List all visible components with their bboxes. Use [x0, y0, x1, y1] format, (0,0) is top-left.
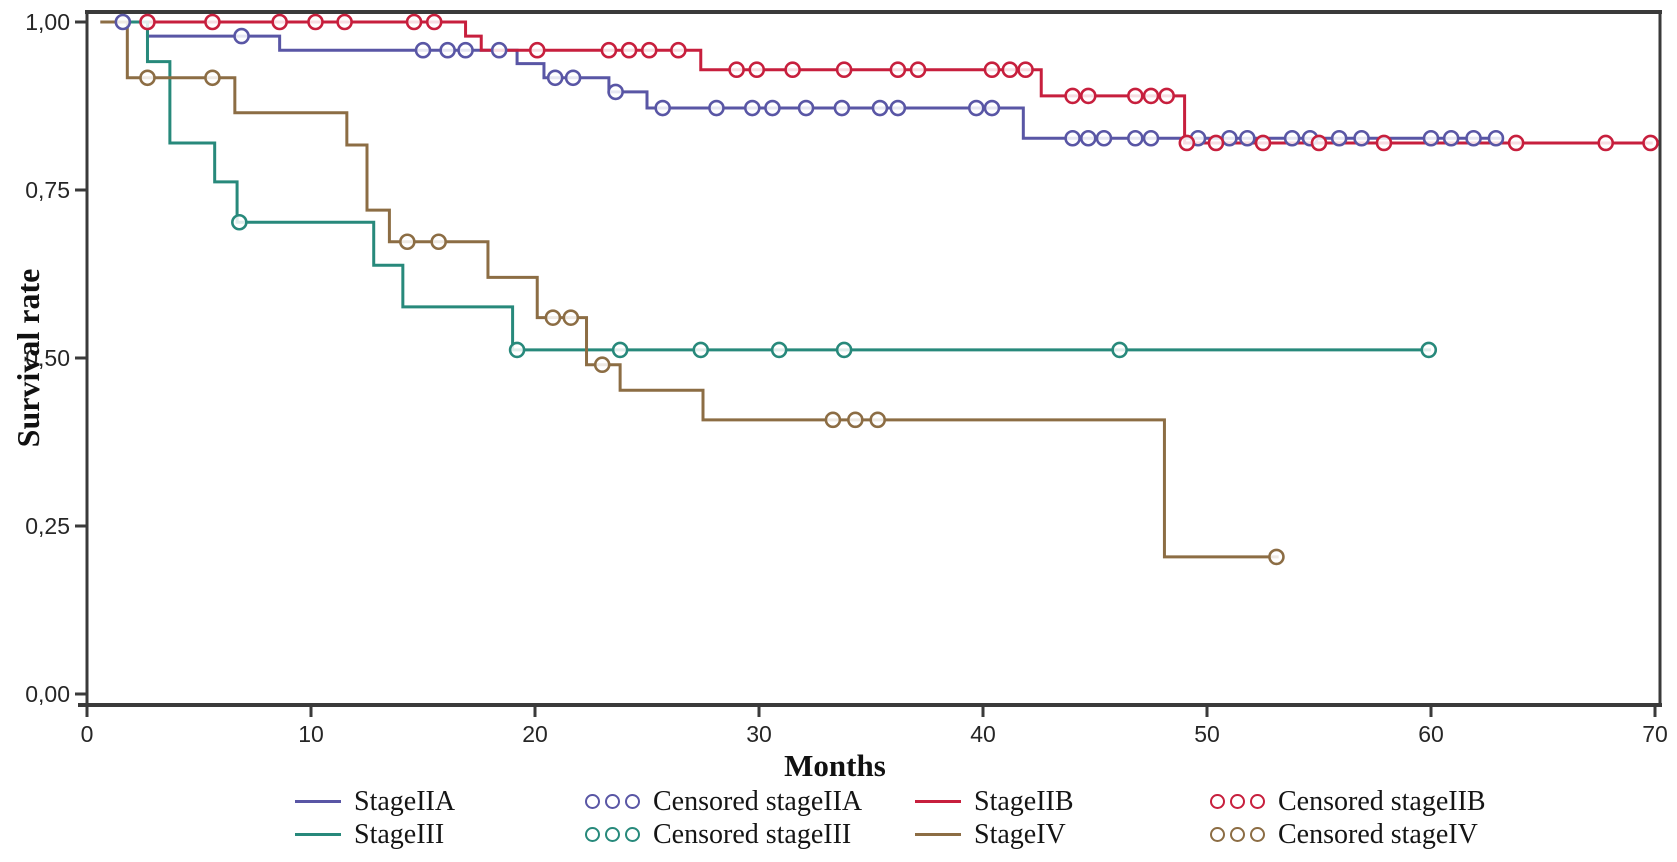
- y-tick-label: 1,00: [25, 9, 70, 35]
- x-tick-label: 30: [746, 721, 772, 747]
- censor-circle-icon: [1230, 827, 1245, 842]
- censor-circle-icon: [1250, 827, 1265, 842]
- legend-item-label: StageIIB: [974, 785, 1074, 817]
- x-tick-label: 20: [522, 721, 548, 747]
- censor-circle-icon: [585, 794, 600, 809]
- legend-item-label: Censored stageIIA: [653, 785, 863, 817]
- legend-line-swatch: [915, 800, 961, 803]
- legend-item-label: StageIIA: [354, 785, 456, 817]
- censor-circle-icon: [605, 794, 620, 809]
- legend-circles-swatch: [1210, 794, 1265, 809]
- legend-item-label: Censored stageIV: [1278, 818, 1478, 850]
- legend-item-label: Censored stageIIB: [1278, 785, 1486, 817]
- censor-markers-stageiia: [114, 13, 1505, 147]
- legend-circles-swatch: [1210, 827, 1265, 842]
- legend-item-censored-stageiv: Censored stageIV: [1210, 818, 1590, 851]
- series-line-stageiib: [100, 20, 1653, 145]
- plot-frame: [78, 10, 1662, 707]
- legend-item-stageiii: StageIII: [295, 818, 585, 851]
- legend-item-stageiib: StageIIB: [915, 785, 1210, 818]
- x-tick-label: 70: [1642, 721, 1668, 747]
- censor-circle-icon: [1250, 794, 1265, 809]
- y-axis-title: Survival rate: [10, 268, 46, 448]
- censor-circle-icon: [625, 827, 640, 842]
- censor-markers-stageiii: [231, 213, 1438, 359]
- x-tick-label: 40: [970, 721, 996, 747]
- censor-circle-icon: [1230, 794, 1245, 809]
- legend-item-stageiia: StageIIA: [295, 785, 585, 818]
- axis-ticks: 0 10 20 30 40 50 60 70 1,00 0,75 0,50 0,25 0,00: [25, 9, 1668, 747]
- legend-item-censored-stageiib: Censored stageIIB: [1210, 785, 1590, 818]
- legend-line-swatch: [915, 833, 961, 836]
- censor-circle-icon: [625, 794, 640, 809]
- x-tick-label: 0: [81, 721, 94, 747]
- chart-legend: StageIIA Censored stageIIA StageIIB Censore…: [295, 785, 1590, 851]
- legend-item-label: StageIV: [974, 818, 1066, 850]
- legend-item-censored-stageiia: Censored stageIIA: [585, 785, 915, 818]
- y-tick-label: 0,00: [25, 681, 70, 707]
- legend-item-stageiv: StageIV: [915, 818, 1210, 851]
- legend-line-swatch: [295, 800, 341, 803]
- series-line-stageiii: [100, 20, 1431, 352]
- x-axis-title: Months: [784, 748, 886, 783]
- censor-circle-icon: [605, 827, 620, 842]
- x-tick-label: 50: [1194, 721, 1220, 747]
- censor-markers-stageiib: [139, 13, 1659, 152]
- censor-markers-stageiv: [139, 69, 1285, 566]
- legend-circles-swatch: [585, 794, 640, 809]
- y-tick-label: 0,75: [25, 177, 70, 203]
- censor-circle-icon: [1210, 794, 1225, 809]
- legend-item-label: StageIII: [354, 818, 445, 850]
- legend-item-censored-stageiii: Censored stageIII: [585, 818, 915, 851]
- y-tick-label: 0,25: [25, 513, 70, 539]
- censor-circle-icon: [1210, 827, 1225, 842]
- legend-circles-swatch: [585, 827, 640, 842]
- series-line-stageiv: [100, 20, 1279, 559]
- legend-item-label: Censored stageIII: [653, 818, 852, 850]
- legend-line-swatch: [295, 833, 341, 836]
- censor-circle-icon: [585, 827, 600, 842]
- x-tick-label: 60: [1418, 721, 1444, 747]
- series-line-stageiia: [100, 20, 1503, 140]
- y-tick-label: 0,50: [25, 345, 70, 371]
- x-tick-label: 10: [298, 721, 324, 747]
- survival-plot: 0 10 20 30 40 50 60 70 1,00 0,75 0,50 0,25 0,00: [25, 9, 1668, 747]
